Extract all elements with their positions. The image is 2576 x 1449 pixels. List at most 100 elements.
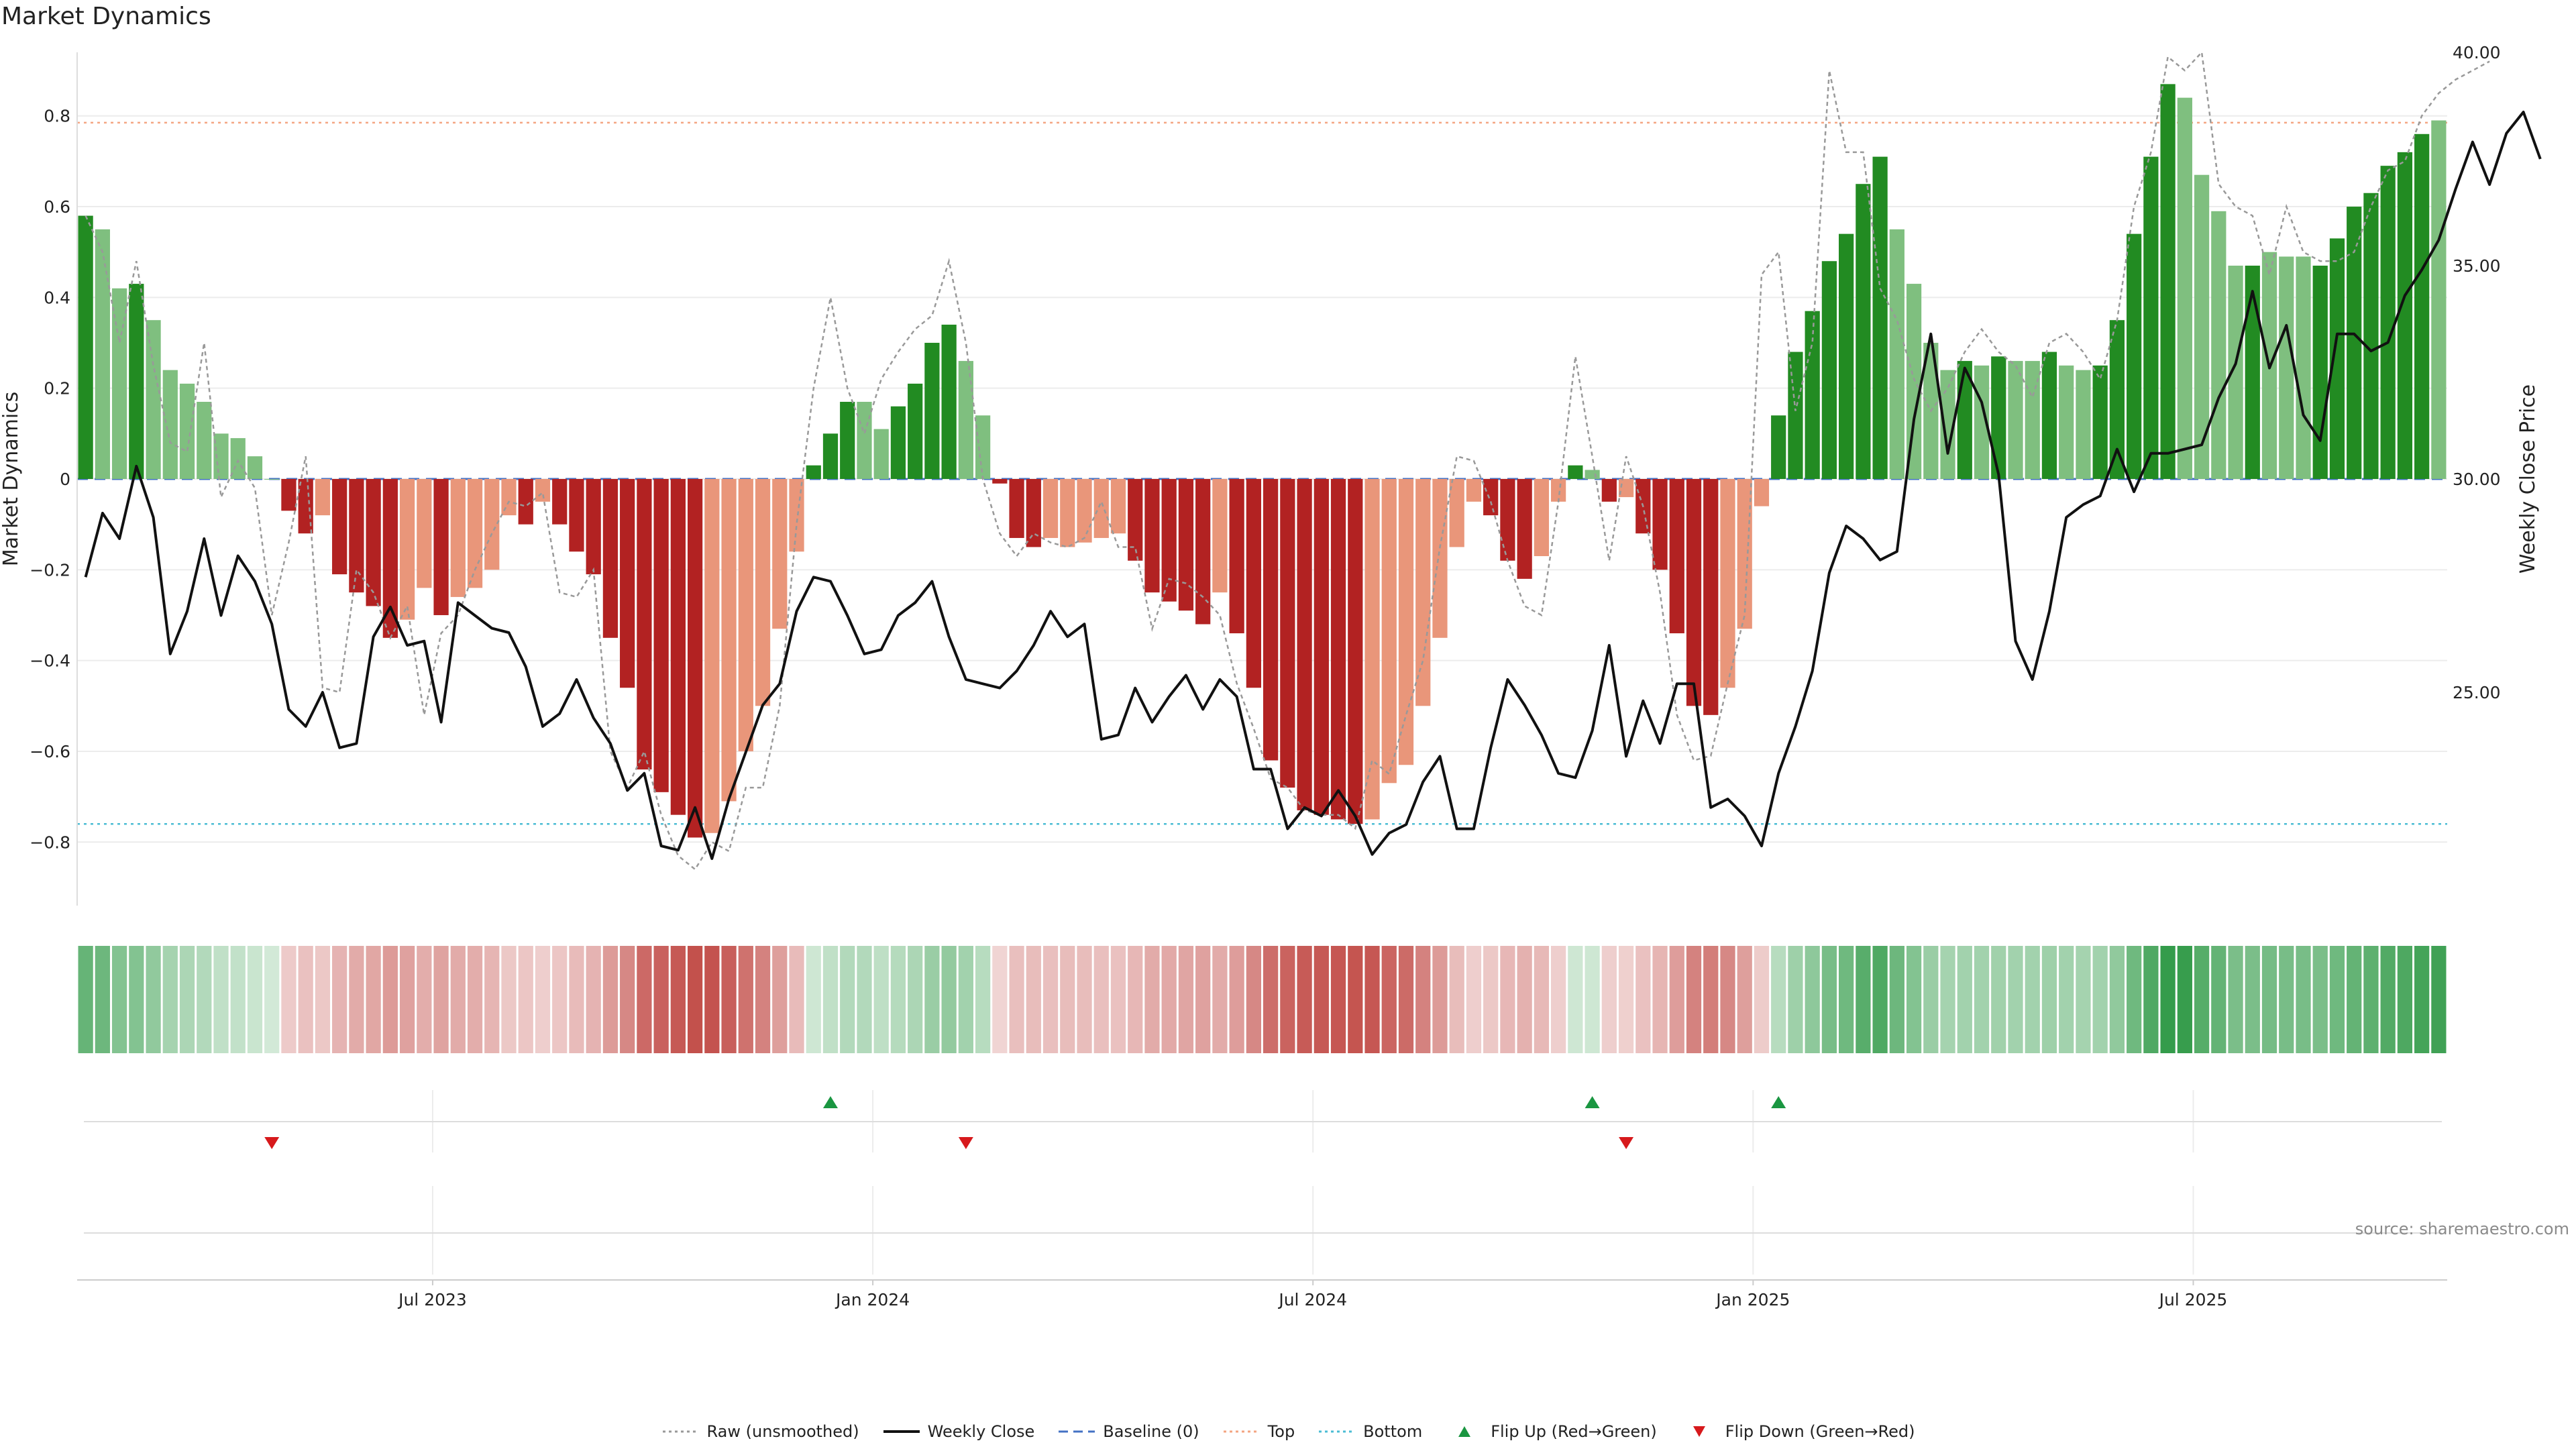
- bar: [2059, 365, 2074, 479]
- bar: [146, 320, 161, 479]
- bar: [1415, 479, 1431, 706]
- bar: [264, 479, 280, 480]
- strip-cell: [433, 946, 449, 1053]
- bar: [417, 479, 432, 588]
- bar: [569, 479, 584, 552]
- bar: [467, 479, 483, 588]
- bar: [2008, 361, 2023, 479]
- bar: [399, 479, 415, 620]
- bar: [755, 479, 771, 706]
- strip-cell: [620, 946, 635, 1053]
- strip-cell: [755, 946, 771, 1053]
- bar: [552, 479, 568, 525]
- strip-cell: [653, 946, 669, 1053]
- legend-label: Bottom: [1363, 1422, 1423, 1441]
- y2-tick-label: 40.00: [2453, 43, 2501, 62]
- bar: [1821, 261, 1837, 479]
- bar: [2109, 320, 2125, 479]
- strip-cell: [1060, 946, 1075, 1053]
- strip-cell: [2296, 946, 2311, 1053]
- y-axis-right: 25.00 30.00 35.00 40.00 Weekly Close Price: [2453, 43, 2540, 702]
- bar: [1805, 311, 1820, 479]
- bar: [1432, 479, 1448, 638]
- legend-label: Raw (unsmoothed): [706, 1422, 859, 1441]
- y-axis-left: −0.8 −0.6 −0.4 −0.2 0 0.2 0.4 0.6 0.8 Market Dyna…: [0, 52, 78, 906]
- strip-cell: [1771, 946, 1786, 1053]
- strip-cell: [1330, 946, 1346, 1053]
- bar: [1517, 479, 1532, 579]
- strip-cell: [399, 946, 415, 1053]
- strip-cell: [1517, 946, 1532, 1053]
- bar: [1042, 479, 1059, 538]
- bar: [2194, 174, 2210, 479]
- bar: [1009, 479, 1024, 538]
- bar: [924, 343, 940, 479]
- strip-cell: [738, 946, 753, 1053]
- strip-cell: [806, 946, 821, 1053]
- strip-cell: [1703, 946, 1719, 1053]
- bar: [1144, 479, 1160, 593]
- strip-cell: [1144, 946, 1160, 1053]
- y-tick-label: 0: [60, 470, 70, 489]
- reference-lines: [77, 121, 2447, 825]
- bar: [349, 479, 364, 593]
- bar: [382, 479, 398, 638]
- bar: [1195, 479, 1211, 625]
- chart-title: Market Dynamics: [1, 3, 211, 30]
- bar: [2092, 365, 2108, 479]
- bar: [806, 465, 821, 479]
- bar: [1601, 479, 1617, 502]
- strip-cell: [417, 946, 432, 1053]
- y-tick-label: −0.8: [30, 833, 70, 852]
- strip-cell: [382, 946, 398, 1053]
- strip-cell: [2059, 946, 2074, 1053]
- y2-tick-label: 30.00: [2453, 470, 2501, 489]
- bar: [1060, 479, 1075, 547]
- bar: [873, 429, 889, 479]
- legend-item: Top: [1222, 1422, 1295, 1441]
- strip-cell: [1466, 946, 1482, 1053]
- strip-cell: [1483, 946, 1499, 1053]
- strip-cell: [518, 946, 533, 1053]
- strip-cell: [637, 946, 652, 1053]
- strip-cell: [1872, 946, 1888, 1053]
- close-line: [84, 111, 2542, 860]
- strip-cell: [1974, 946, 1990, 1053]
- strip-cell: [890, 946, 906, 1053]
- strip-cell: [2329, 946, 2345, 1053]
- bar: [129, 284, 144, 479]
- bar: [298, 479, 313, 534]
- strip-cell: [822, 946, 839, 1053]
- y2-tick-label: 25.00: [2453, 683, 2501, 702]
- strip-cell: [1923, 946, 1939, 1053]
- strip-cell: [1178, 946, 1194, 1053]
- strip-cell: [332, 946, 347, 1053]
- legend-item: Baseline (0): [1057, 1422, 1199, 1441]
- bar: [1229, 479, 1244, 634]
- strip-cell: [281, 946, 297, 1053]
- flip-up-marker: [822, 1096, 838, 1108]
- bar: [738, 479, 753, 751]
- y-tick-label: 0.2: [44, 379, 70, 398]
- strip-cell: [2397, 946, 2413, 1053]
- strip-cell: [1635, 946, 1651, 1053]
- bar: [2380, 166, 2396, 480]
- strip-cell: [2177, 946, 2192, 1053]
- regime-strip: [78, 946, 2447, 1053]
- legend-label: Weekly Close: [927, 1422, 1035, 1441]
- strip-cell: [146, 946, 161, 1053]
- x-tick-label: Jul 2025: [2158, 1290, 2228, 1309]
- y-tick-label: 0.6: [44, 197, 70, 217]
- bar: [95, 229, 110, 479]
- strip-cell: [1940, 946, 1955, 1053]
- bar: [1618, 479, 1634, 498]
- strip-cell: [1110, 946, 1126, 1053]
- strip-cell: [1788, 946, 1803, 1053]
- bar: [281, 479, 297, 511]
- bar: [2279, 256, 2294, 479]
- legend-swatch-icon: [1319, 1430, 1356, 1433]
- bar: [1128, 479, 1143, 561]
- bar: [450, 479, 466, 597]
- strip-cell: [908, 946, 923, 1053]
- bar: [1703, 479, 1719, 715]
